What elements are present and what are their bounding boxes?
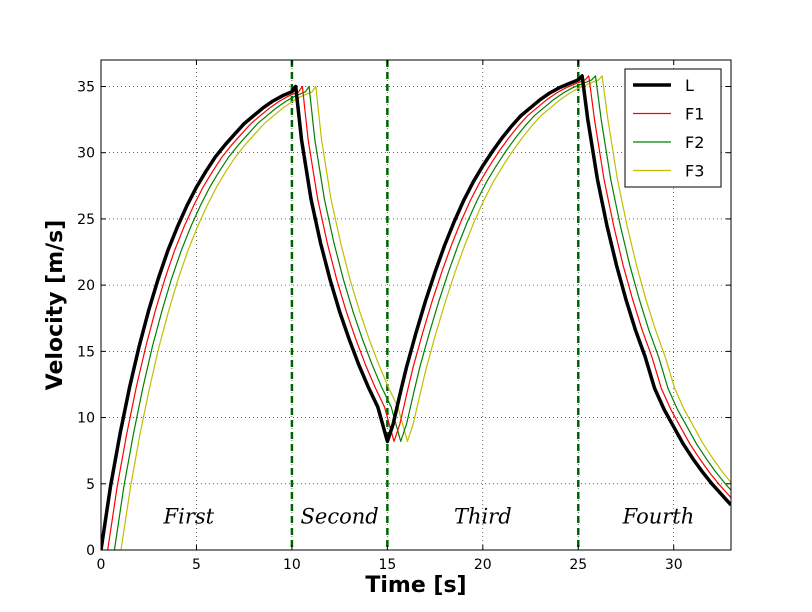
legend-label-f1: F1 (685, 105, 704, 124)
phase-labels: First Second Third Fourth (163, 505, 695, 529)
y-tick-label: 35 (77, 79, 95, 95)
phase-boundaries (290, 60, 580, 550)
x-tick-label: 5 (192, 557, 201, 573)
series-line-l (101, 74, 731, 550)
x-tick-label: 30 (665, 557, 683, 573)
y-tick-label: 15 (77, 344, 95, 360)
phase-label-first: First (163, 505, 215, 529)
x-tick-label: 20 (474, 557, 492, 573)
y-tick-label: 10 (77, 411, 95, 427)
y-tick-label: 5 (86, 477, 95, 493)
x-tick-label: 25 (569, 557, 587, 573)
x-tick-label: 0 (97, 557, 106, 573)
y-axis-title: Velocity [m/s] (43, 220, 68, 391)
y-tick-label: 25 (77, 212, 95, 228)
axis-ticks: 0 5 10 15 20 25 30 0 5 10 15 20 25 30 35 (77, 60, 731, 573)
x-tick-label: 10 (283, 557, 301, 573)
x-axis-title: Time [s] (365, 573, 466, 598)
series-line-f3 (120, 75, 731, 550)
legend-label-f3: F3 (685, 162, 704, 181)
legend: L F1 F2 F3 (624, 68, 722, 188)
legend-label-f2: F2 (685, 133, 704, 152)
plot-frame (100, 59, 732, 551)
series-line-f2 (113, 75, 731, 550)
y-tick-label: 30 (77, 146, 95, 162)
phase-label-third: Third (454, 505, 512, 529)
y-tick-label: 0 (86, 543, 95, 559)
phase-label-second: Second (301, 505, 379, 529)
phase-label-fourth: Fourth (622, 505, 695, 529)
series-line-f1 (107, 75, 731, 550)
series-lines (101, 74, 731, 550)
legend-label-l: L (685, 76, 694, 95)
legend-box (624, 68, 722, 188)
x-tick-label: 15 (378, 557, 396, 573)
y-tick-label: 20 (77, 278, 95, 294)
